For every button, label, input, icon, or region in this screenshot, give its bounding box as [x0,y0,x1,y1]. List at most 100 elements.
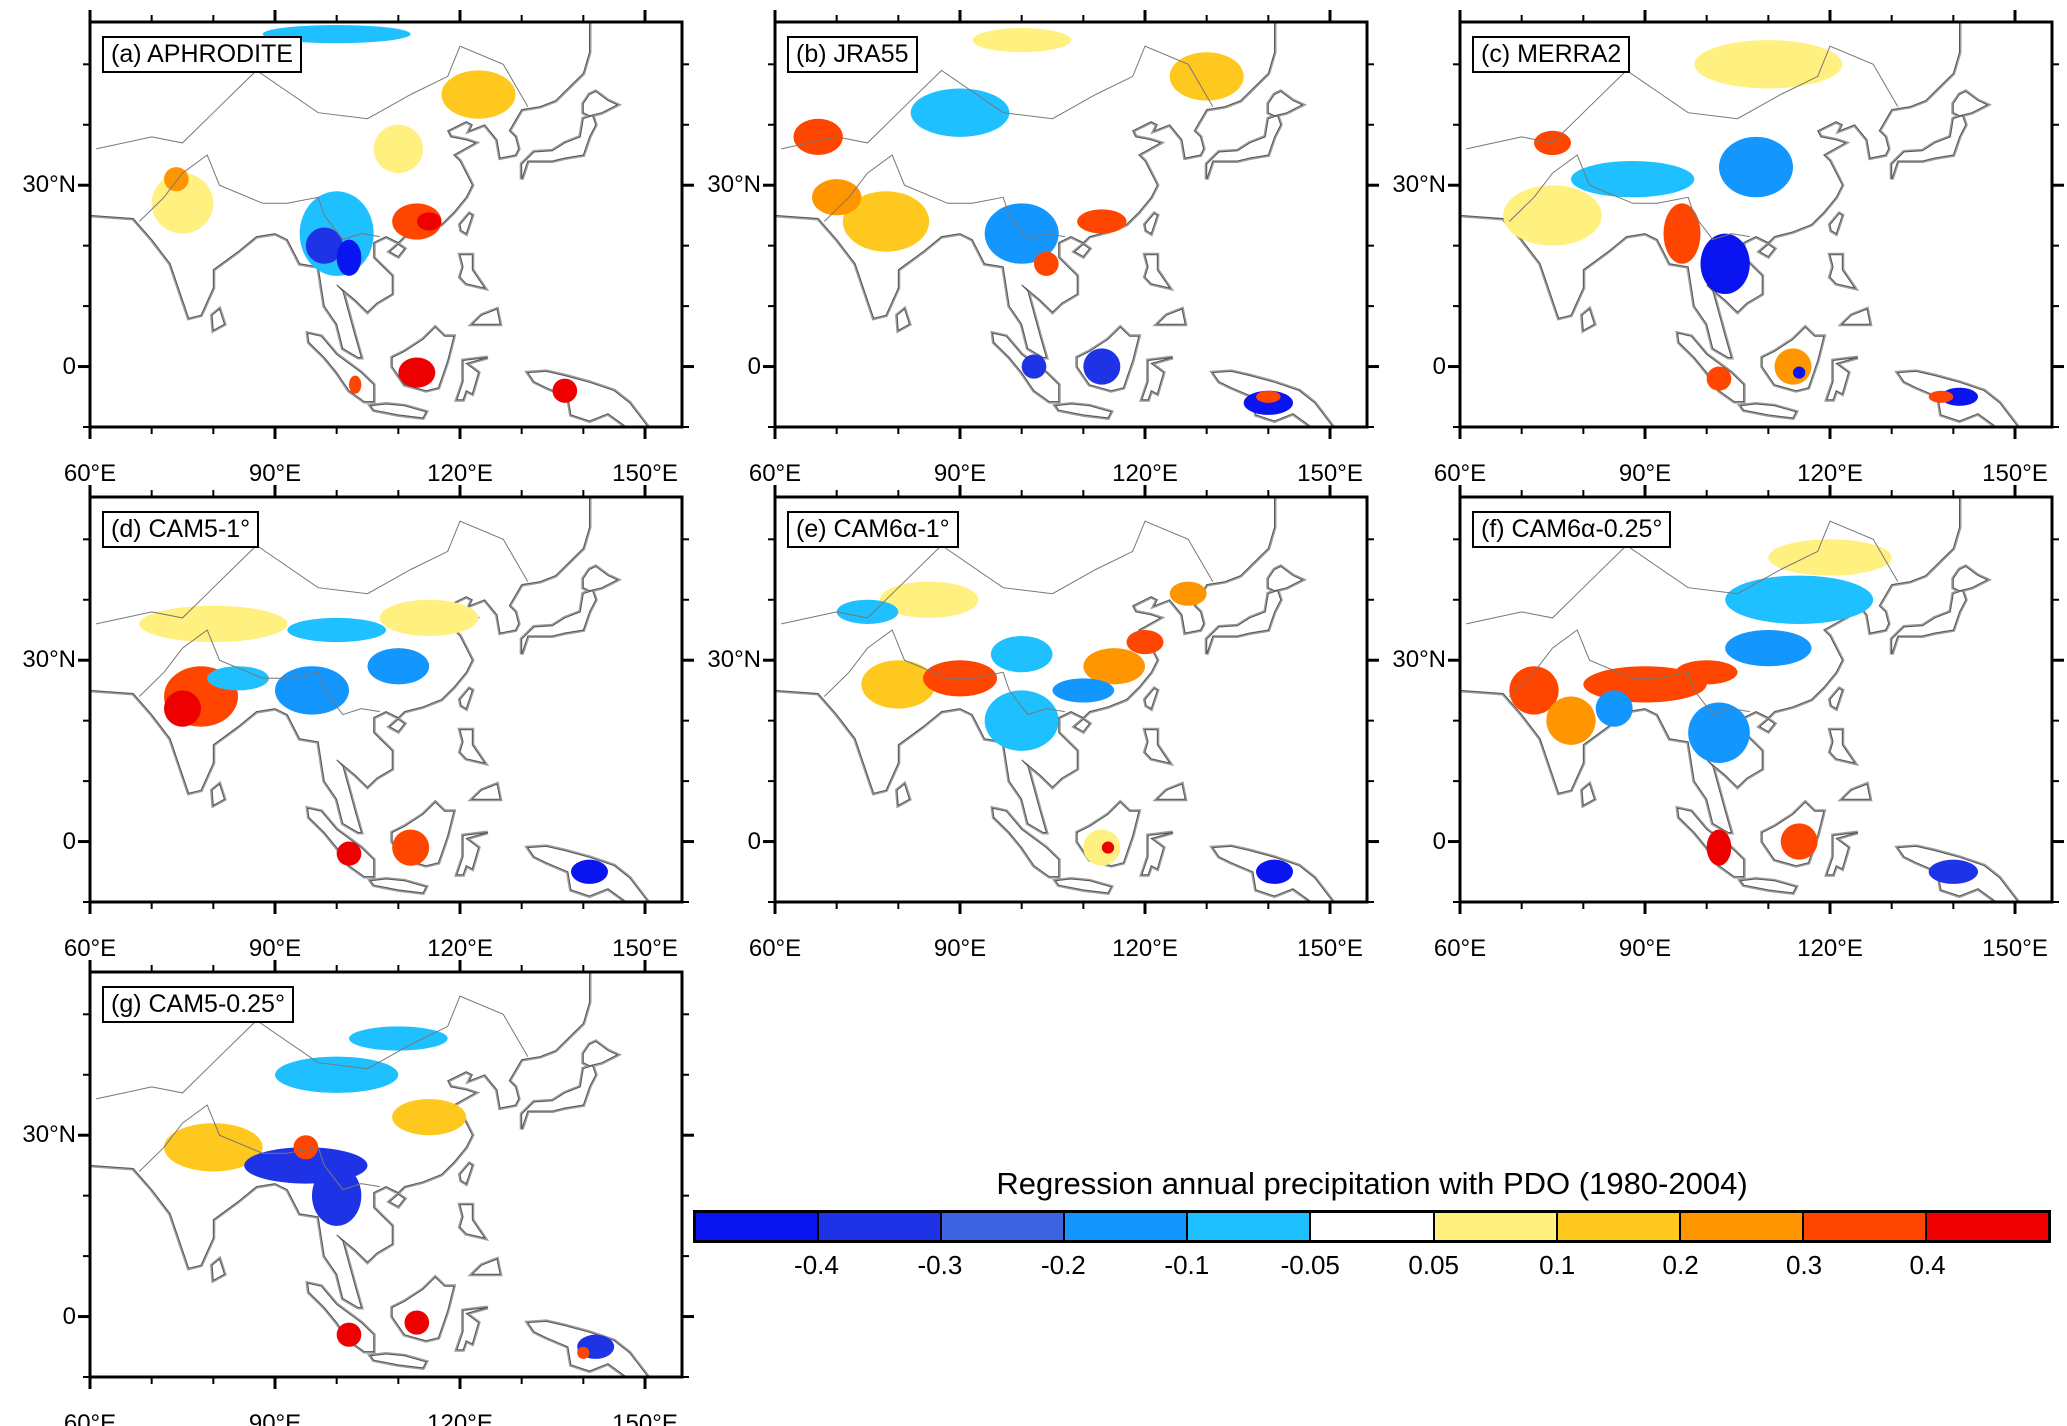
colorbar-swatch [1065,1213,1189,1240]
country-border [138,154,380,241]
colorbar-label: 0.1 [1539,1250,1576,1280]
coastline [1826,832,1858,876]
regression-contour [139,605,288,643]
regression-contour [275,666,349,715]
panel-label: (b) JRA55 [787,36,918,73]
regression-contour [990,636,1053,673]
regression-contour [984,690,1059,751]
y-tick-label: 30°N [22,646,76,674]
map-content [90,22,651,427]
regression-contour [379,599,479,637]
coastline [582,1040,619,1067]
coastline [211,308,226,332]
coastline [1829,687,1843,710]
coastline [1054,878,1112,894]
regression-contour [1034,251,1059,276]
coastline [1267,90,1304,117]
x-tick-label: 120°E [427,1410,493,1426]
regression-contour [1793,366,1806,379]
coastline [456,1307,488,1351]
y-tick-label: 30°N [22,1121,76,1149]
coastline [896,308,911,332]
map-plot [763,485,1379,914]
coastline [1829,212,1843,235]
coastline [1141,357,1173,401]
regression-contour [910,88,1010,137]
map-panel: (c) MERRA2 60°E 90°E 120°E 150°E 30°N 0 [1392,10,2064,487]
regression-contour [571,859,608,884]
coastline [1073,718,1091,733]
x-tick-label: 120°E [1797,460,1863,487]
colorbar-label: 0.05 [1408,1250,1460,1280]
plot-frame [773,495,1369,904]
coastline [1144,212,1158,235]
colorbar-swatch [1680,1213,1804,1240]
regression-contour [1700,233,1750,295]
y-tick-label: 0 [62,352,76,380]
plot-frame [1458,495,2054,904]
colorbar-label: -0.4 [794,1250,839,1280]
plot-frame [88,495,684,904]
colorbar [693,1210,2051,1243]
map-plot [763,10,1379,439]
regression-contour [1083,648,1145,685]
x-tick-label: 90°E [248,1410,302,1426]
y-tick-label: 30°N [22,171,76,199]
x-tick-label: 60°E [63,1410,117,1426]
country-border [823,154,1065,241]
regression-contour [1774,348,1812,385]
coastline [211,1258,226,1282]
panel-label: (e) CAM6α-1° [787,511,959,548]
coastline [521,115,597,180]
regression-contour [577,1346,590,1359]
regression-contour [404,1310,430,1335]
regression-contour [1941,387,1978,406]
x-tick-label: 120°E [1797,935,1863,962]
coastline [369,878,427,894]
coastline [1841,308,1871,325]
coastline [1156,783,1186,800]
regression-contour [1706,829,1732,866]
x-tick-label: 150°E [1297,935,1363,962]
country-border [1508,154,1750,241]
x-tick-label: 60°E [63,460,117,487]
regression-contour [1256,390,1281,403]
map-panel: (g) CAM5-0.25° 60°E 90°E 120°E 150°E 30°N 0 [22,960,694,1426]
map-plot [78,960,694,1389]
regression-contour [879,581,979,618]
coastline [1054,403,1112,419]
colorbar-title: Regression annual precipitation with PDO… [996,1166,1748,1201]
map-panel: (b) JRA55 60°E 90°E 120°E 150°E 30°N 0 [707,10,1379,487]
coastline [90,497,590,833]
x-tick-label: 90°E [1618,460,1672,487]
panel-label: (a) APHRODITE [102,36,302,73]
coastline [459,254,486,289]
x-tick-label: 120°E [427,460,493,487]
regression-contour [392,829,430,866]
regression-contour [1256,859,1293,884]
coastline [388,243,406,258]
coastline [1841,783,1871,800]
regression-contour [441,70,516,119]
regression-contour [336,1322,362,1347]
regression-contour [305,227,343,264]
colorbar-label: 0.2 [1662,1250,1699,1280]
coastline [1758,718,1776,733]
regression-contour [287,617,386,643]
y-tick-label: 30°N [707,171,761,199]
regression-contour [1571,161,1695,198]
regression-contour [984,203,1059,264]
coastline [1581,308,1596,332]
colorbar-swatch [1926,1213,2049,1240]
coastline [456,357,488,401]
regression-contour [972,28,1071,53]
y-tick-label: 0 [747,352,761,380]
colorbar-swatch [1311,1213,1435,1240]
coastline [1891,590,1967,655]
regression-contour [336,841,362,866]
coastline [1206,115,1282,180]
regression-contour [1928,390,1954,403]
map-plot [78,10,694,439]
regression-contour [1169,581,1207,606]
coastline [459,1162,473,1185]
